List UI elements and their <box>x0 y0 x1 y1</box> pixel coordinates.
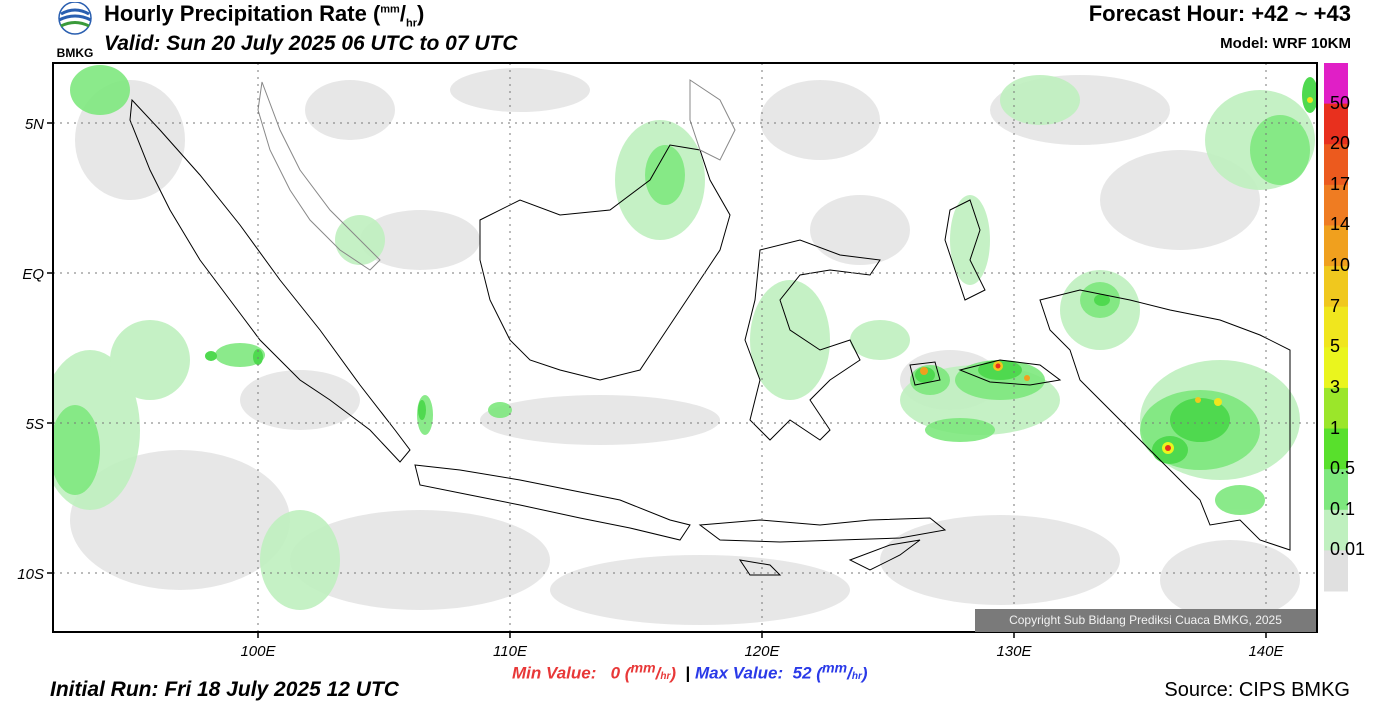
min-max-values: Min Value: 0 (mm/hr) | Max Value: 52 (mm… <box>512 660 868 684</box>
legend-swatch <box>1324 306 1348 348</box>
legend-swatch <box>1324 509 1348 551</box>
title-close: ) <box>416 1 425 26</box>
legend-swatch <box>1324 428 1348 470</box>
lon-label-100e: 100E <box>240 643 276 660</box>
legend-label: 10 <box>1330 255 1351 276</box>
axis-ticks <box>47 122 1267 638</box>
legend-swatch <box>1324 550 1348 592</box>
legend-label: 20 <box>1330 133 1351 154</box>
lon-label-140e: 140E <box>1248 643 1284 660</box>
legend-swatch <box>1324 469 1348 511</box>
legend-swatch <box>1324 387 1348 430</box>
lon-label-130e: 130E <box>996 643 1032 660</box>
legend-label: 7 <box>1330 295 1341 316</box>
valid-time: Valid: Sun 20 July 2025 06 UTC to 07 UTC <box>104 32 518 55</box>
papua-outline <box>1039 289 1291 551</box>
lon-label-120e: 120E <box>744 643 780 660</box>
precipitation-map: 5N EQ 5S 10S 100E 110E 120E 130E 140E <box>17 62 1318 660</box>
legend-swatches <box>1324 63 1348 592</box>
source-label: Source: CIPS BMKG <box>1164 679 1350 701</box>
legend-swatch <box>1324 347 1348 389</box>
buru-outline <box>909 361 941 386</box>
sumba-outline <box>738 559 782 576</box>
borneo-outline <box>479 144 731 381</box>
title-unit-den: hr <box>405 17 417 30</box>
lat-label-10s: 10S <box>17 566 44 583</box>
lat-label-5s: 5S <box>26 416 44 433</box>
minmax-separator: | <box>680 663 691 683</box>
legend-swatch <box>1324 184 1348 226</box>
malaya-outline <box>257 81 381 271</box>
legend-label: 14 <box>1330 214 1351 235</box>
legend-swatch <box>1324 266 1348 308</box>
bmkg-logo: BMKG <box>57 2 94 60</box>
min-unit-den: hr <box>660 670 671 682</box>
philippines-outline <box>689 79 736 161</box>
max-unit: (mm/hr) <box>816 660 868 683</box>
lesser-sunda-outline <box>698 517 947 543</box>
precip-layer <box>53 65 1317 625</box>
min-unit-num: mm <box>630 660 656 676</box>
min-label: Min Value: <box>512 663 597 683</box>
legend-label: 17 <box>1330 173 1351 194</box>
max-label: Max Value: <box>694 663 784 683</box>
lat-label-5n: 5N <box>25 116 44 133</box>
legend-label: 0.5 <box>1330 458 1356 479</box>
max-unit-den: hr <box>851 670 862 682</box>
map-frame <box>52 62 1318 633</box>
graticule <box>53 63 1317 632</box>
copyright-banner: Copyright Sub Bidang Prediksi Cuaca BMKG… <box>975 609 1316 632</box>
forecast-hour: Forecast Hour: +42 ~ +43 <box>1088 1 1351 26</box>
title-unit-num: mm <box>380 3 400 16</box>
legend-label: 0.01 <box>1330 539 1366 560</box>
chart-title: Hourly Precipitation Rate (mm/hr) <box>104 1 425 30</box>
legend-swatch <box>1324 225 1348 267</box>
model-label: Model: WRF 10KM <box>1220 35 1351 52</box>
legend-label: 1 <box>1330 417 1341 438</box>
timor-outline <box>848 539 921 571</box>
legend-label: 5 <box>1330 336 1341 357</box>
max-unit-num: mm <box>821 660 848 676</box>
legend-swatch <box>1324 103 1348 145</box>
lat-label-eq: EQ <box>22 266 44 283</box>
sumatra-outline <box>129 98 411 463</box>
sulawesi-outline <box>744 239 881 441</box>
legend-swatch <box>1324 144 1348 186</box>
legend-swatch <box>1324 63 1348 105</box>
title-main: Hourly Precipitation Rate ( <box>104 1 381 26</box>
legend-label: 0.1 <box>1330 498 1356 519</box>
legend-label: 3 <box>1330 376 1341 397</box>
lon-label-110e: 110E <box>493 643 528 660</box>
legend-label: 50 <box>1330 92 1351 113</box>
halmahera-outline <box>944 199 986 301</box>
coastlines <box>129 79 1291 576</box>
legend-colorbar <box>1324 63 1348 592</box>
seram-outline <box>958 359 1062 386</box>
min-unit: (mm/hr) <box>624 660 677 683</box>
logo-text: BMKG <box>57 46 94 60</box>
java-outline <box>414 464 691 541</box>
min-value: 0 <box>610 663 621 683</box>
initial-run: Initial Run: Fri 18 July 2025 12 UTC <box>50 678 399 701</box>
max-value: 52 <box>792 663 812 683</box>
